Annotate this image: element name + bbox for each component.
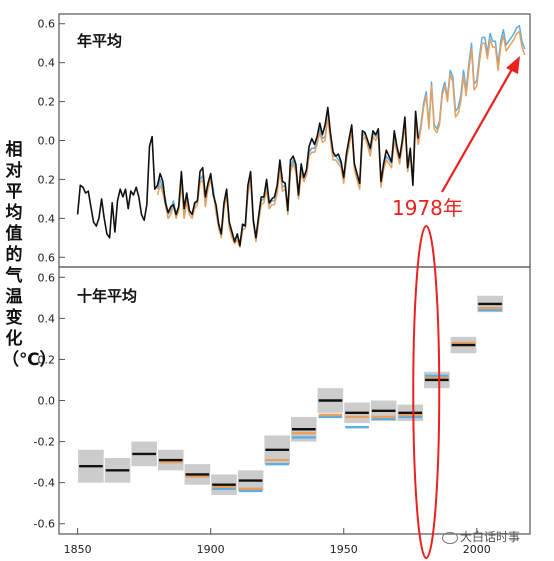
y-tick-label: 0.2 [38, 353, 56, 366]
top-panel-title: 年平均 [77, 32, 122, 50]
y-axis-label: 相对平均值的气温变化（℃） [2, 140, 57, 370]
watermark: 大白话时事 [442, 528, 520, 545]
annotation-arrow-head [506, 56, 520, 74]
bottom-panel-title: 十年平均 [77, 287, 137, 305]
y-tick-label: -0.2 [34, 436, 55, 449]
annual-series-line-1 [156, 30, 526, 249]
y-tick-label: 0.6 [38, 251, 56, 264]
annotation-arrow-shaft [441, 63, 516, 193]
y-tick-label: 0.2 [38, 173, 56, 186]
wechat-icon [442, 531, 458, 544]
bottom-panel-frame [58, 266, 531, 535]
y-tick-label: -0.6 [34, 518, 55, 531]
y-tick-label: -0.4 [34, 477, 55, 490]
annotation-text: 1978年 [392, 196, 463, 220]
y-tick-label: 0.4 [38, 212, 56, 225]
watermark-text: 大白话时事 [460, 530, 521, 544]
y-tick-label: 0.6 [38, 18, 56, 31]
y-tick-label: 0.2 [38, 96, 56, 109]
annual-series-line-0 [76, 106, 419, 247]
top-panel-frame [58, 13, 531, 268]
y-tick-label: 0.4 [38, 312, 56, 325]
x-tick-label: 1950 [330, 543, 358, 556]
x-axis: 1850 1900 1950 2000 [64, 528, 491, 556]
bottom-y-axis: 0.6 0.4 0.2 0.0 -0.2 -0.4 -0.6 [34, 271, 65, 531]
highlight-ellipse [412, 225, 441, 559]
x-tick-label: 1900 [197, 543, 225, 556]
annotation-1978: 1978年 [392, 56, 520, 559]
y-tick-label: 0.6 [38, 271, 56, 284]
y-tick-label: 0.0 [38, 395, 56, 408]
top-y-axis: 0.6 0.4 0.2 0.0 0.2 0.4 0.6 [38, 18, 65, 264]
annual-series [76, 24, 526, 249]
y-tick-label: 0.4 [38, 57, 56, 70]
x-tick-label: 1850 [64, 543, 92, 556]
y-tick-label: 0.0 [38, 135, 56, 148]
decadal-bars [78, 295, 503, 495]
x-tick-label: 2000 [463, 543, 491, 556]
